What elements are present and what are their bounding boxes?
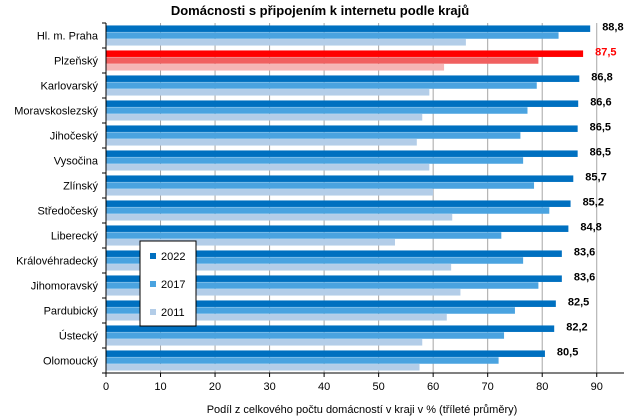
bar-2011 [106,189,434,196]
category-label: Liberecký [51,231,99,243]
bar-2022 [106,300,556,307]
legend-swatch-2011 [150,309,156,315]
bar-2017 [106,157,524,164]
data-label: 82,2 [566,321,587,333]
bar-2017 [106,332,505,339]
bar-2022 [106,250,562,257]
bar-2011 [106,239,395,246]
category-label: Jihomoravský [31,281,99,293]
data-label: 88,8 [602,21,623,33]
bar-2022 [106,150,578,157]
bar-2011 [106,39,466,46]
bar-2017 [106,257,524,264]
legend-label-2017: 2017 [161,279,185,291]
category-label: Karlovarský [41,81,99,93]
chart-title: Domácnosti s připojením k internetu podl… [171,3,469,18]
bar-2011 [106,89,430,96]
category-label: Středočeský [37,206,98,218]
data-label: 86,5 [590,146,611,158]
data-label: 83,6 [574,271,595,283]
x-tick-label: 20 [209,381,221,393]
data-label: 87,5 [595,46,616,58]
bar-2011 [106,289,461,296]
x-tick-label: 40 [318,381,330,393]
x-tick-label: 50 [373,381,385,393]
legend: 2022 2017 2011 [139,240,197,327]
bar-2017 [106,232,502,239]
bar-2017 [106,82,537,89]
category-label: Královéhradecký [16,256,98,268]
x-tick-label: 90 [591,381,603,393]
bar-2017 [106,307,515,314]
x-tick-label: 70 [482,381,494,393]
x-tick-label: 0 [103,381,109,393]
data-label: 84,8 [580,221,601,233]
bar-2011 [106,264,452,271]
data-label: 82,5 [568,296,589,308]
bar-2011 [106,164,430,171]
bar-2017 [106,32,559,39]
bar-2022 [106,100,579,107]
bar-2022 [106,225,569,232]
bar-2022 [106,325,555,332]
bar-2022 [106,75,580,82]
bar-2017 [106,132,521,139]
data-label: 86,6 [590,96,611,108]
category-label: Olomoucký [43,356,99,368]
data-label: 85,2 [583,196,604,208]
x-tick-label: 10 [154,381,166,393]
x-tick-label: 80 [536,381,548,393]
category-label: Moravskoslezský [14,106,98,118]
bar-2022 [106,350,545,357]
data-label: 86,5 [590,121,611,133]
category-label: Pardubický [44,306,99,318]
bar-2011 [106,214,453,221]
bar-2011 [106,314,447,321]
x-tick-label: 60 [427,381,439,393]
data-label: 85,7 [585,171,606,183]
x-tick-label: 30 [263,381,275,393]
bar-2017 [106,57,539,64]
data-label: 86,8 [591,71,612,83]
bar-2011 [106,114,423,121]
legend-label-2022: 2022 [161,251,185,263]
category-label: Hl. m. Praha [37,31,99,43]
category-label: Ústecký [59,330,99,343]
bar-2011 [106,64,445,71]
bar-2017 [106,107,528,114]
labels: Hl. m. Praha 88,8 Plzeňský 87,5 Karlovarský 8… [14,21,623,367]
legend-box [139,240,197,327]
legend-swatch-2017 [150,281,156,287]
category-label: Plzeňský [54,56,99,68]
x-axis-title: Podíl z celkového počtu domácností v kra… [207,404,518,416]
bar-2011 [106,339,423,346]
bar-2017 [106,357,499,364]
category-label: Zlínský [63,181,98,193]
bar-2022 [106,25,591,32]
bar-2022 [106,200,571,207]
data-label: 80,5 [557,346,578,358]
legend-swatch-2022 [150,253,156,259]
bar-2017 [106,182,535,189]
data-label: 83,6 [574,246,595,258]
bar-2022 [106,50,584,57]
axes: 0 10 20 30 40 50 60 70 80 90 [102,22,624,393]
bar-2011 [106,364,420,371]
bars [106,25,591,371]
legend-label-2011: 2011 [161,307,185,319]
category-label: Vysočina [54,156,99,168]
bar-2022 [106,175,574,182]
bar-2022 [106,275,562,282]
category-label: Jihočeský [50,131,99,143]
bar-2017 [106,282,539,289]
bar-2017 [106,207,550,214]
bar-2022 [106,125,578,132]
bar-2011 [106,139,417,146]
